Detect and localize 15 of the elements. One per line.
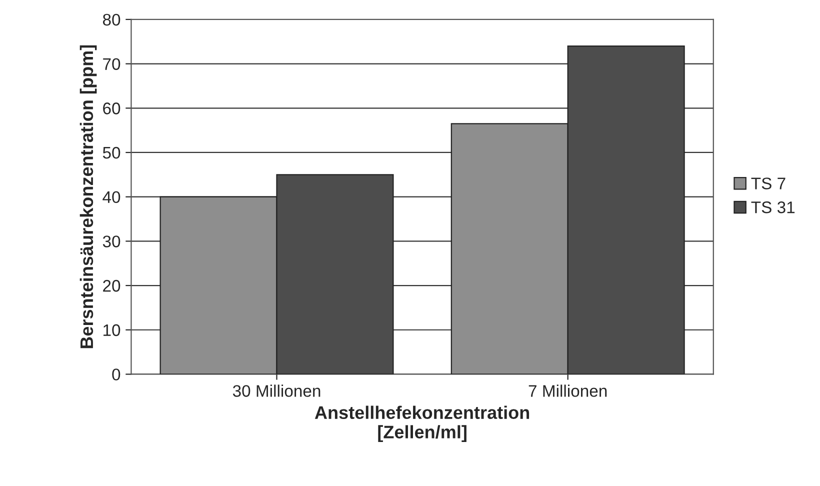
legend-label: TS 31 — [751, 201, 795, 214]
x-tick-label: 30 Millionen — [232, 384, 320, 397]
legend-label: TS 7 — [751, 178, 786, 190]
y-tick-label: 40 — [102, 191, 120, 204]
y-axis-title: Bersnteinsäurekonzentration [ppm] — [80, 45, 97, 348]
y-tick-label: 10 — [104, 324, 120, 336]
y-tick-label: 20 — [103, 280, 120, 292]
y-tick-label: 60 — [103, 102, 120, 114]
y-tick-label: 30 — [102, 236, 120, 248]
x-axis-title: Anstellhefekonzentration [Zellen/ml] — [314, 406, 530, 442]
y-tick-label: 0 — [112, 368, 120, 380]
y-tick-label: 50 — [102, 146, 120, 159]
y-tick-label: 70 — [103, 58, 120, 70]
y-tick-label: 80 — [102, 14, 120, 26]
x-tick-label: 7 Millionen — [528, 384, 607, 397]
